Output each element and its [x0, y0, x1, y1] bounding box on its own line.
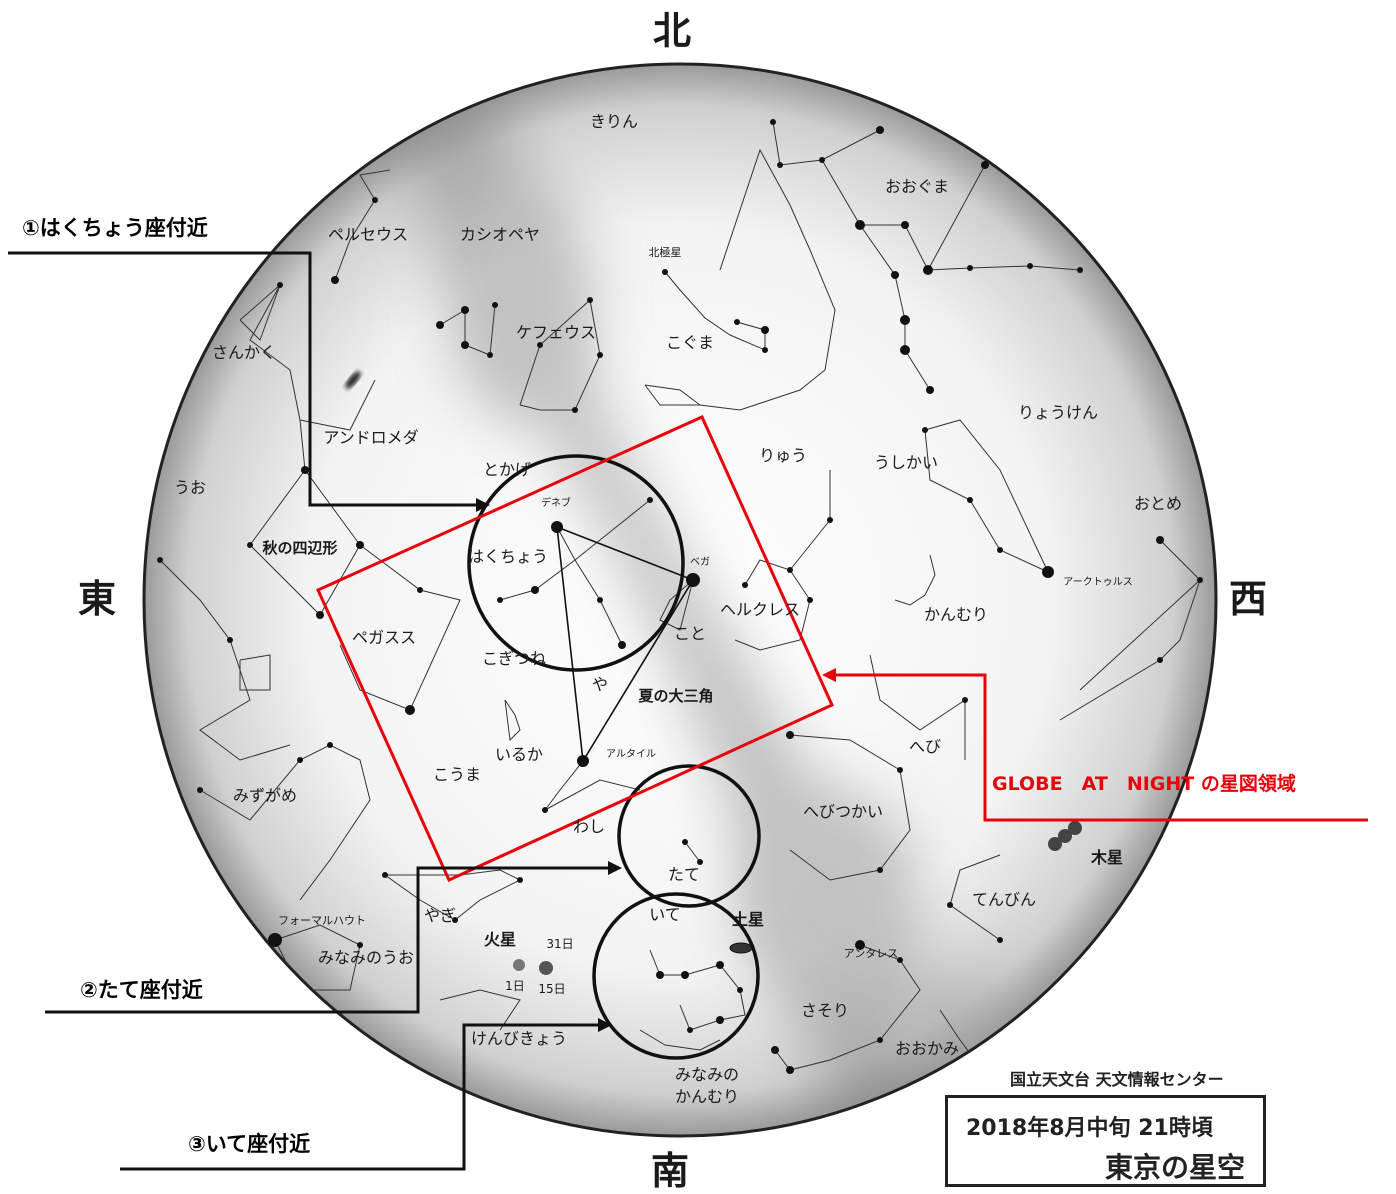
constellation-label: わし: [573, 817, 605, 836]
constellation-label: 秋の四辺形: [262, 539, 337, 557]
constellation-label: うしかい: [874, 453, 938, 472]
constellation-label: ペガスス: [352, 628, 416, 647]
highlight-circles: [467, 454, 761, 1060]
constellation-label: こぎつね: [482, 649, 546, 668]
constellation-label: おおぐま: [885, 177, 949, 196]
globe-region-box: [316, 415, 834, 882]
scutum-circle: [617, 764, 761, 908]
date-text: 2018年8月中旬 21時頃: [966, 1116, 1213, 1141]
constellation-label: けんびきょう: [471, 1029, 567, 1048]
constellation-label: こと: [674, 624, 706, 643]
west-label: 西: [1229, 577, 1268, 621]
constellation-label: カシオペヤ: [460, 225, 540, 244]
constellation-label: おとめ: [1134, 494, 1182, 513]
constellation-label: 31日: [546, 937, 573, 951]
constellation-label: かんむり: [924, 605, 988, 624]
constellation-label: みなみの: [675, 1065, 739, 1084]
constellation-label: 夏の大三角: [637, 687, 713, 705]
date-box: 2018年8月中旬 21時頃 東京の星空: [945, 1095, 1266, 1187]
constellation-label: りゅう: [759, 446, 807, 465]
constellation-label: や: [592, 675, 608, 694]
callout-sagittarius: ③いて座付近: [188, 1132, 311, 1156]
milky-way: [380, 90, 1020, 1136]
callout-globe-at-night: GLOBE AT NIGHT の星図領域: [992, 773, 1296, 795]
constellation-label: アルタイル: [606, 748, 656, 760]
constellation-label: ケフェウス: [516, 323, 596, 342]
sagittarius-circle: [592, 892, 760, 1060]
constellation-label: ペルセウス: [328, 225, 408, 244]
east-label: 東: [78, 577, 117, 621]
credit: 国立天文台 天文情報センター: [1010, 1070, 1224, 1089]
constellation-label: へび: [909, 737, 941, 756]
constellation-label: 北極星: [649, 245, 682, 259]
constellation-label: うお: [174, 478, 206, 497]
arrow-icon: [476, 498, 490, 512]
constellation-label: アンタレス: [844, 947, 899, 960]
constellation-label: へびつかい: [803, 802, 883, 821]
globe-arrow-icon: [822, 668, 836, 682]
callout-cygnus: ①はくちょう座付近: [22, 216, 208, 240]
constellation-label: 木星: [1090, 848, 1123, 867]
constellation-label: りょうけん: [1018, 403, 1098, 422]
constellation-label: はくちょう: [468, 547, 548, 566]
arrow-icon: [598, 1018, 612, 1032]
constellation-label: アークトゥルス: [1063, 576, 1132, 588]
north-label: 北: [653, 9, 692, 53]
constellation-label: ヘルクレス: [720, 600, 800, 619]
constellation-label: いて: [649, 905, 681, 924]
horizon-circle: [142, 62, 1218, 1138]
constellation-label: ベガ: [690, 556, 710, 568]
constellation-label: 火星: [484, 930, 516, 949]
chart-title: 東京の星空: [1104, 1151, 1245, 1184]
arrow-icon: [608, 861, 622, 875]
cygnus-circle: [467, 454, 685, 672]
south-label: 南: [651, 1149, 690, 1193]
constellation-label: 15日: [538, 982, 565, 996]
constellation-label: とかげ: [483, 460, 531, 479]
constellation-label: たて: [668, 865, 700, 884]
constellation-label: アンドロメダ: [323, 428, 418, 447]
constellation-label: みずがめ: [233, 786, 297, 805]
constellation-label: フォーマルハウト: [278, 914, 366, 927]
constellation-label: かんむり: [675, 1087, 739, 1106]
constellation-label: やぎ: [424, 906, 456, 925]
constellation-label: 土星: [732, 910, 764, 929]
globe-leader-line: [832, 673, 1368, 822]
leader-lines: [8, 251, 610, 1171]
constellation-label: 1日: [505, 979, 525, 993]
arrowheads: [476, 498, 622, 1032]
constellation-label: さそり: [801, 1001, 849, 1020]
constellation-label: きりん: [590, 112, 638, 131]
constellation-label: いるか: [495, 745, 543, 764]
planets: [513, 821, 1082, 975]
constellation-label: デネブ: [541, 496, 571, 509]
callout-scutum: ②たて座付近: [80, 978, 203, 1002]
stars: [157, 119, 1203, 1074]
constellation-label: こうま: [433, 765, 481, 784]
constellation-label: てんびん: [972, 890, 1036, 909]
constellation-label: さんかく: [212, 343, 276, 362]
constellation-label: おおかみ: [895, 1039, 959, 1058]
constellation-label: みなみのうお: [318, 948, 414, 967]
constellation-label: こぐま: [666, 333, 714, 352]
